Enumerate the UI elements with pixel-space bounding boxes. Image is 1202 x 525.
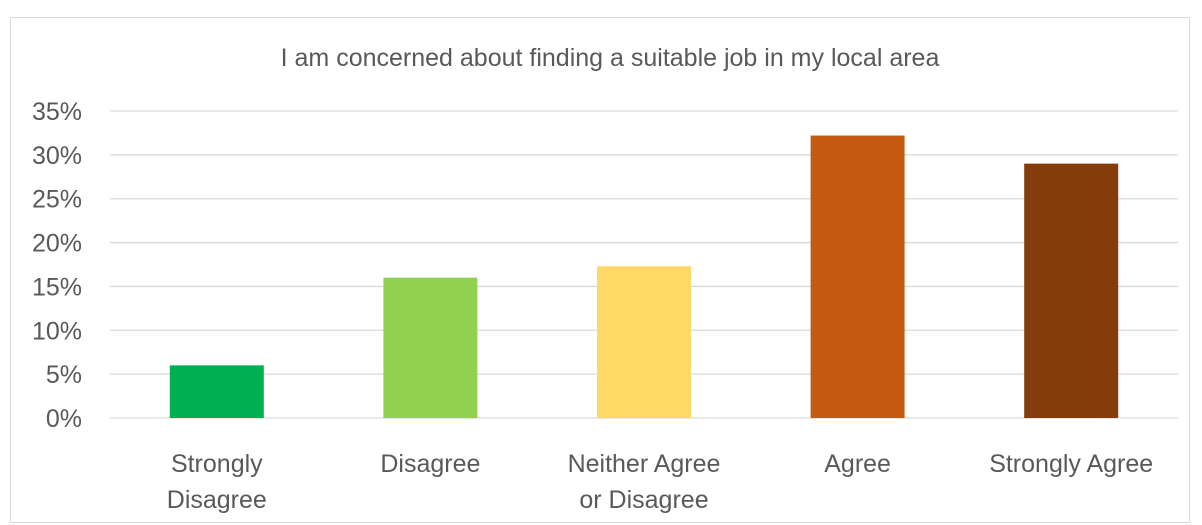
x-category-label: Strongly Agree [989, 450, 1153, 478]
x-category-label-line: or Disagree [579, 486, 708, 514]
x-category-label-line: Neither Agree [568, 450, 721, 478]
bar [1024, 163, 1119, 418]
gridlines [110, 110, 1178, 419]
y-axis-ticks: 0% 5% 10% 15% 20% 25% 30% 35% [32, 98, 82, 433]
x-category-label: Neither Agree or Disagree [568, 450, 721, 514]
bar [169, 365, 264, 418]
bars [169, 135, 1119, 418]
y-tick-label: 15% [32, 273, 82, 301]
x-category-label: Disagree [380, 450, 480, 478]
x-category-label: Strongly Disagree [167, 450, 267, 514]
bar [597, 266, 691, 418]
chart-title: I am concerned about finding a suitable … [281, 44, 940, 72]
y-tick-label: 10% [32, 317, 82, 345]
y-tick-label: 35% [32, 98, 82, 126]
x-category-label-line: Strongly Agree [989, 450, 1153, 478]
x-category-label: Agree [824, 450, 891, 478]
bar [383, 277, 478, 418]
y-tick-label: 20% [32, 230, 82, 258]
y-tick-label: 25% [32, 186, 82, 214]
y-tick-label: 5% [46, 361, 82, 389]
y-tick-label: 30% [32, 142, 82, 170]
x-category-label-line: Strongly [171, 450, 263, 478]
x-category-label-line: Disagree [167, 486, 267, 514]
x-category-label-line: Agree [824, 450, 891, 478]
y-tick-label: 0% [46, 405, 82, 433]
x-category-label-line: Disagree [380, 450, 480, 478]
bar [810, 135, 905, 418]
x-axis-categories: Strongly Disagree Disagree Neither Agree or … [167, 450, 1153, 514]
